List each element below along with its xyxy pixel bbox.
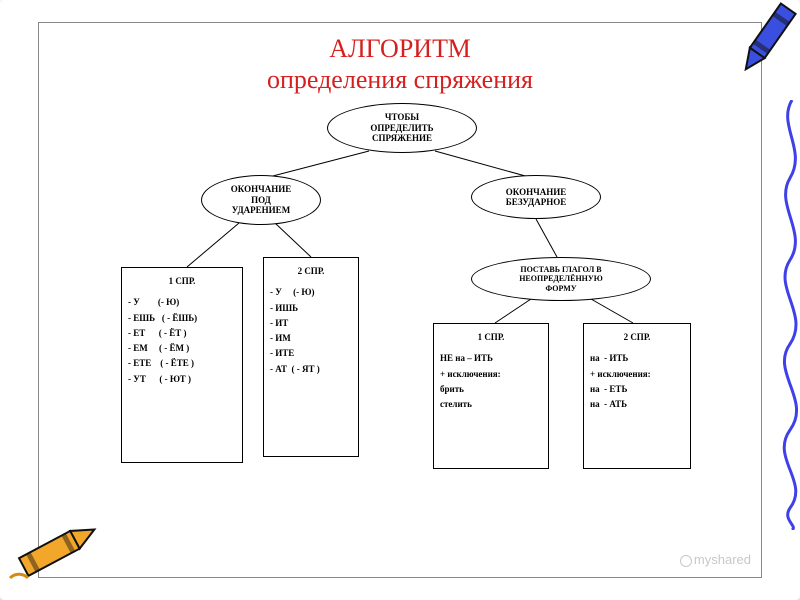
- node-root: ЧТОБЫОПРЕДЕЛИТЬСПРЯЖЕНИЕ: [327, 103, 477, 153]
- node-unstress-line: ОКОНЧАНИЕ: [506, 187, 566, 197]
- node-leaf3-line: НЕ на – ИТЬ: [440, 351, 542, 366]
- squiggle-icon: [772, 100, 800, 530]
- node-stressed-line: ПОД: [251, 195, 271, 205]
- node-leaf2-line: - ИМ: [270, 331, 352, 346]
- node-leaf2-line: - АТ ( - ЯТ ): [270, 362, 352, 377]
- node-leaf2: 2 СПР. - У (- Ю)- ИШЬ- ИТ- ИМ- ИТЕ- АТ ( …: [263, 257, 359, 457]
- node-leaf1-line: 1 СПР.: [128, 274, 236, 289]
- node-leaf1-line: - ЕТ ( - ЁТ ): [128, 326, 236, 341]
- node-root-line: СПРЯЖЕНИЕ: [372, 133, 432, 143]
- node-leaf4-line: 2 СПР.: [590, 330, 684, 345]
- node-infinitive-line: ФОРМУ: [545, 284, 576, 293]
- globe-icon: [680, 555, 692, 567]
- node-leaf2-line: - ИТЕ: [270, 346, 352, 361]
- node-leaf1-line: - ЕТЕ ( - ЁТЕ ): [128, 356, 236, 371]
- node-leaf1-line: - ЕМ ( - ЁМ ): [128, 341, 236, 356]
- node-leaf3-line: + исключения:: [440, 367, 542, 382]
- node-leaf4: 2 СПР. на - ИТЬ+ исключения:на - ЕТЬна - …: [583, 323, 691, 469]
- node-leaf4-line: на - ЕТЬ: [590, 382, 684, 397]
- node-leaf3-line: брить: [440, 382, 542, 397]
- crayon-blue-icon: [732, 0, 800, 84]
- node-unstress-line: БЕЗУДАРНОЕ: [506, 197, 566, 207]
- watermark-text: myshared: [694, 552, 751, 567]
- node-leaf3-line: 1 СПР.: [440, 330, 542, 345]
- node-leaf1: 1 СПР. - У (- Ю)- ЕШЬ ( - ЁШЬ)- ЕТ ( - ЁТ…: [121, 267, 243, 463]
- node-root-line: ЧТОБЫ: [385, 112, 419, 122]
- node-stressed: ОКОНЧАНИЕПОДУДАРЕНИЕМ: [201, 175, 321, 225]
- node-leaf3-line: стелить: [440, 397, 542, 412]
- node-leaf4-line: на - ИТЬ: [590, 351, 684, 366]
- node-leaf2-line: - ИТ: [270, 316, 352, 331]
- slide-frame: АЛГОРИТМ определения спряжения ЧТОБЫОПРЕ…: [0, 0, 800, 600]
- node-leaf4-line: + исключения:: [590, 367, 684, 382]
- node-infinitive-line: ПОСТАВЬ ГЛАГОЛ В: [520, 265, 601, 274]
- crayon-yellow-icon: [6, 516, 106, 586]
- node-leaf2-line: - У (- Ю): [270, 285, 352, 300]
- node-unstress: ОКОНЧАНИЕБЕЗУДАРНОЕ: [471, 175, 601, 219]
- node-leaf1-line: - УТ ( - ЮТ ): [128, 372, 236, 387]
- watermark: myshared: [680, 552, 751, 567]
- node-infinitive: ПОСТАВЬ ГЛАГОЛ ВНЕОПРЕДЕЛЁННУЮФОРМУ: [471, 257, 651, 301]
- node-root-line: ОПРЕДЕЛИТЬ: [370, 123, 433, 133]
- node-leaf4-line: на - АТЬ: [590, 397, 684, 412]
- node-leaf1-line: - У (- Ю): [128, 295, 236, 310]
- node-infinitive-line: НЕОПРЕДЕЛЁННУЮ: [519, 274, 603, 283]
- node-leaf2-line: - ИШЬ: [270, 301, 352, 316]
- node-stressed-line: ОКОНЧАНИЕ: [231, 184, 291, 194]
- node-leaf1-line: - ЕШЬ ( - ЁШЬ): [128, 311, 236, 326]
- node-leaf2-line: 2 СПР.: [270, 264, 352, 279]
- slide-content-border: АЛГОРИТМ определения спряжения ЧТОБЫОПРЕ…: [38, 22, 762, 578]
- flowchart: ЧТОБЫОПРЕДЕЛИТЬСПРЯЖЕНИЕОКОНЧАНИЕПОДУДАР…: [39, 23, 763, 579]
- node-stressed-line: УДАРЕНИЕМ: [232, 205, 290, 215]
- node-leaf3: 1 СПР. НЕ на – ИТЬ+ исключения:бритьстели…: [433, 323, 549, 469]
